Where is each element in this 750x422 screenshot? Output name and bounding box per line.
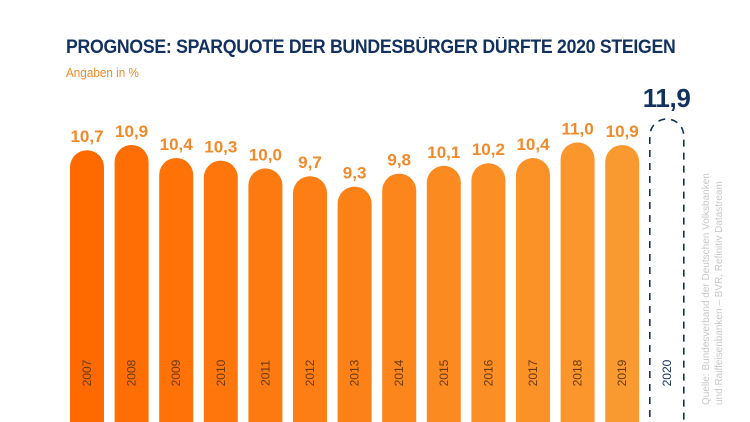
bar-2020 <box>649 118 685 422</box>
value-label-2017: 10,4 <box>516 135 550 154</box>
source-note: Quelle: Bundesverband der Deutschen Volk… <box>700 173 726 405</box>
year-label-2007: 2007 <box>80 359 94 386</box>
bar-2010 <box>203 160 238 422</box>
bar-2019 <box>605 145 640 422</box>
year-label-2012: 2012 <box>303 359 317 386</box>
value-label-2013: 9,3 <box>343 164 367 183</box>
bar-2014 <box>382 173 417 422</box>
bar-2013 <box>337 186 372 422</box>
source-line-1: Quelle: Bundesverband der Deutschen Volk… <box>701 173 712 405</box>
value-label-2007: 10,7 <box>70 127 103 146</box>
year-label-2019: 2019 <box>615 359 629 386</box>
year-label-2014: 2014 <box>392 359 406 386</box>
bar-2007 <box>70 150 104 422</box>
year-label-2018: 2018 <box>571 359 585 386</box>
value-label-2009: 10,4 <box>160 135 194 154</box>
bar-2009 <box>159 158 194 422</box>
year-label-2013: 2013 <box>348 359 362 386</box>
year-label-2016: 2016 <box>481 359 495 386</box>
bar-2008 <box>114 145 149 422</box>
chart-title: PROGNOSE: SPARQUOTE DER BUNDESBÜRGER DÜR… <box>66 37 676 58</box>
bar-2011 <box>248 168 283 422</box>
year-label-2020: 2020 <box>660 359 674 386</box>
year-label-2010: 2010 <box>214 359 228 386</box>
year-label-2015: 2015 <box>437 359 451 386</box>
bar-2015 <box>426 165 461 422</box>
value-label-2016: 10,2 <box>472 140 505 159</box>
year-label-2017: 2017 <box>526 359 540 386</box>
value-label-2018: 11,0 <box>562 119 594 138</box>
value-label-2010: 10,3 <box>204 138 237 157</box>
source-line-2: und Raiffeisenbanken – BVR, Refinitiv Da… <box>714 181 725 405</box>
year-label-2009: 2009 <box>169 359 183 386</box>
value-label-2011: 10,0 <box>249 145 282 164</box>
value-label-2008: 10,9 <box>115 122 148 141</box>
value-label-2020: 11,9 <box>643 83 691 113</box>
bar-2018 <box>560 142 595 422</box>
value-label-2015: 10,1 <box>427 143 460 162</box>
value-label-2014: 9,8 <box>387 151 411 170</box>
bar-2012 <box>293 176 327 422</box>
value-label-2019: 10,9 <box>606 122 639 141</box>
bar-2017 <box>516 158 550 422</box>
bar-2016 <box>471 163 506 422</box>
value-label-2012: 9,7 <box>298 153 322 172</box>
year-label-2011: 2011 <box>258 360 272 386</box>
chart-subtitle: Angaben in % <box>66 65 139 80</box>
year-label-2008: 2008 <box>125 359 139 386</box>
